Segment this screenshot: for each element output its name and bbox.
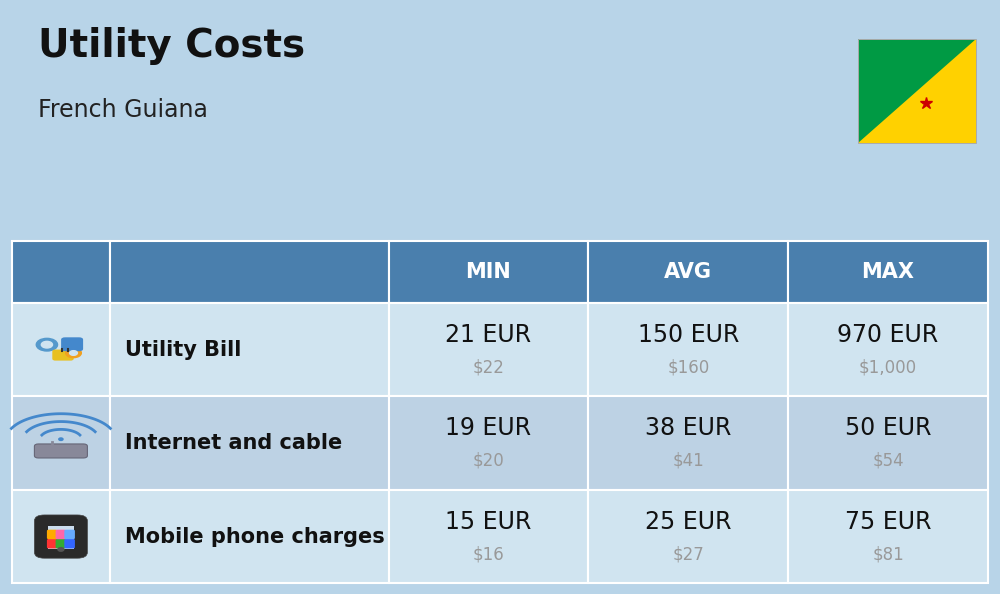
FancyBboxPatch shape — [12, 303, 110, 396]
FancyBboxPatch shape — [110, 241, 389, 303]
FancyBboxPatch shape — [588, 241, 788, 303]
FancyBboxPatch shape — [110, 490, 389, 583]
FancyBboxPatch shape — [788, 396, 988, 490]
FancyBboxPatch shape — [588, 303, 788, 396]
Text: AVG: AVG — [664, 262, 712, 282]
Text: MAX: MAX — [862, 262, 915, 282]
FancyBboxPatch shape — [110, 396, 389, 490]
FancyBboxPatch shape — [110, 303, 389, 396]
Text: 75 EUR: 75 EUR — [845, 510, 931, 534]
FancyBboxPatch shape — [48, 526, 74, 549]
Circle shape — [36, 339, 58, 351]
Circle shape — [41, 342, 53, 348]
FancyBboxPatch shape — [588, 396, 788, 490]
Text: Utility Costs: Utility Costs — [38, 27, 305, 65]
FancyBboxPatch shape — [788, 490, 988, 583]
FancyBboxPatch shape — [788, 241, 988, 303]
FancyBboxPatch shape — [12, 396, 110, 490]
FancyBboxPatch shape — [389, 241, 588, 303]
FancyBboxPatch shape — [588, 490, 788, 583]
Text: 50 EUR: 50 EUR — [845, 416, 931, 440]
Text: $27: $27 — [672, 545, 704, 563]
Text: 970 EUR: 970 EUR — [837, 323, 939, 347]
FancyBboxPatch shape — [52, 349, 74, 361]
FancyBboxPatch shape — [389, 303, 588, 396]
Text: French Guiana: French Guiana — [38, 98, 208, 122]
FancyBboxPatch shape — [858, 39, 976, 143]
FancyBboxPatch shape — [12, 241, 110, 303]
Text: $20: $20 — [473, 452, 504, 470]
Text: 21 EUR: 21 EUR — [445, 323, 531, 347]
Text: $1,000: $1,000 — [859, 359, 917, 377]
Text: 38 EUR: 38 EUR — [645, 416, 731, 440]
FancyBboxPatch shape — [56, 539, 66, 548]
FancyBboxPatch shape — [34, 515, 87, 558]
Circle shape — [66, 348, 81, 358]
FancyBboxPatch shape — [389, 490, 588, 583]
Text: 19 EUR: 19 EUR — [445, 416, 531, 440]
FancyBboxPatch shape — [47, 530, 58, 539]
Text: MIN: MIN — [466, 262, 511, 282]
Polygon shape — [858, 39, 976, 143]
Text: $41: $41 — [672, 452, 704, 470]
FancyBboxPatch shape — [64, 530, 75, 539]
Text: $160: $160 — [667, 359, 709, 377]
Circle shape — [59, 438, 63, 441]
FancyBboxPatch shape — [34, 444, 87, 458]
Text: Mobile phone charges: Mobile phone charges — [125, 526, 385, 546]
FancyBboxPatch shape — [61, 337, 83, 351]
Circle shape — [70, 350, 77, 355]
Text: Internet and cable: Internet and cable — [125, 433, 342, 453]
Text: 15 EUR: 15 EUR — [445, 510, 532, 534]
FancyBboxPatch shape — [64, 539, 75, 548]
Text: 150 EUR: 150 EUR — [638, 323, 739, 347]
Text: Utility Bill: Utility Bill — [125, 340, 241, 360]
Text: $16: $16 — [473, 545, 504, 563]
Text: 25 EUR: 25 EUR — [645, 510, 732, 534]
FancyBboxPatch shape — [12, 490, 110, 583]
FancyBboxPatch shape — [389, 396, 588, 490]
FancyBboxPatch shape — [47, 539, 58, 548]
FancyBboxPatch shape — [56, 530, 66, 539]
Text: $54: $54 — [872, 452, 904, 470]
Circle shape — [58, 548, 64, 551]
FancyBboxPatch shape — [788, 303, 988, 396]
Text: $22: $22 — [472, 359, 504, 377]
Text: $81: $81 — [872, 545, 904, 563]
